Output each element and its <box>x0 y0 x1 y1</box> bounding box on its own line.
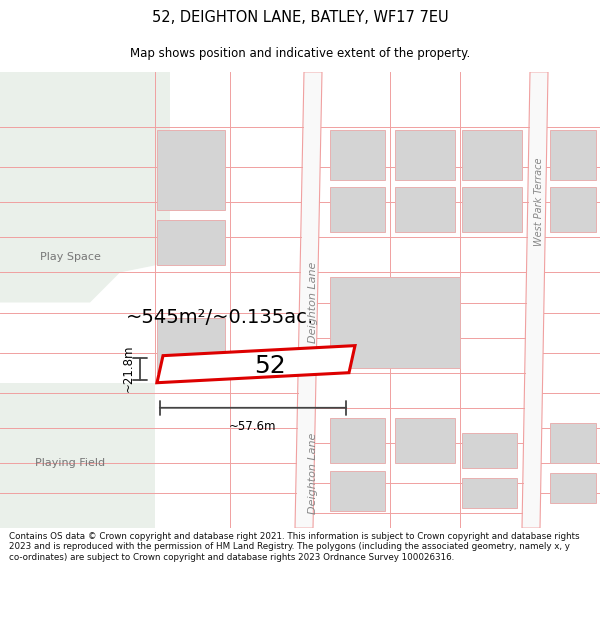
Bar <box>462 130 522 180</box>
Bar <box>157 318 225 372</box>
Text: ~545m²/~0.135ac.: ~545m²/~0.135ac. <box>126 308 314 327</box>
Text: Map shows position and indicative extent of the property.: Map shows position and indicative extent… <box>130 48 470 61</box>
Bar <box>330 130 385 180</box>
Bar <box>550 130 596 180</box>
Text: Deighton Lane: Deighton Lane <box>308 432 318 514</box>
Bar <box>157 220 225 266</box>
Bar <box>157 130 225 210</box>
Bar <box>395 188 455 232</box>
Polygon shape <box>295 72 322 528</box>
Text: Deighton Lane: Deighton Lane <box>308 262 318 343</box>
Bar <box>462 433 517 468</box>
Polygon shape <box>0 72 170 302</box>
Text: ~57.6m: ~57.6m <box>229 420 277 433</box>
Text: ~21.8m: ~21.8m <box>122 345 135 392</box>
Bar <box>550 188 596 232</box>
Polygon shape <box>522 72 548 528</box>
Text: Play Space: Play Space <box>40 253 100 262</box>
Bar <box>462 188 522 232</box>
Polygon shape <box>157 346 355 382</box>
Bar <box>550 473 596 503</box>
Text: Contains OS data © Crown copyright and database right 2021. This information is : Contains OS data © Crown copyright and d… <box>9 532 580 562</box>
Text: Playing Field: Playing Field <box>35 458 105 468</box>
Bar <box>330 278 460 368</box>
Bar <box>550 423 596 463</box>
Bar <box>330 471 385 511</box>
Polygon shape <box>0 382 155 528</box>
Bar <box>395 418 455 463</box>
Text: West Park Terrace: West Park Terrace <box>534 158 544 246</box>
Bar <box>330 188 385 232</box>
Text: 52: 52 <box>254 354 286 377</box>
Bar <box>462 478 517 508</box>
Bar <box>395 130 455 180</box>
Bar <box>330 418 385 463</box>
Text: 52, DEIGHTON LANE, BATLEY, WF17 7EU: 52, DEIGHTON LANE, BATLEY, WF17 7EU <box>152 11 448 26</box>
